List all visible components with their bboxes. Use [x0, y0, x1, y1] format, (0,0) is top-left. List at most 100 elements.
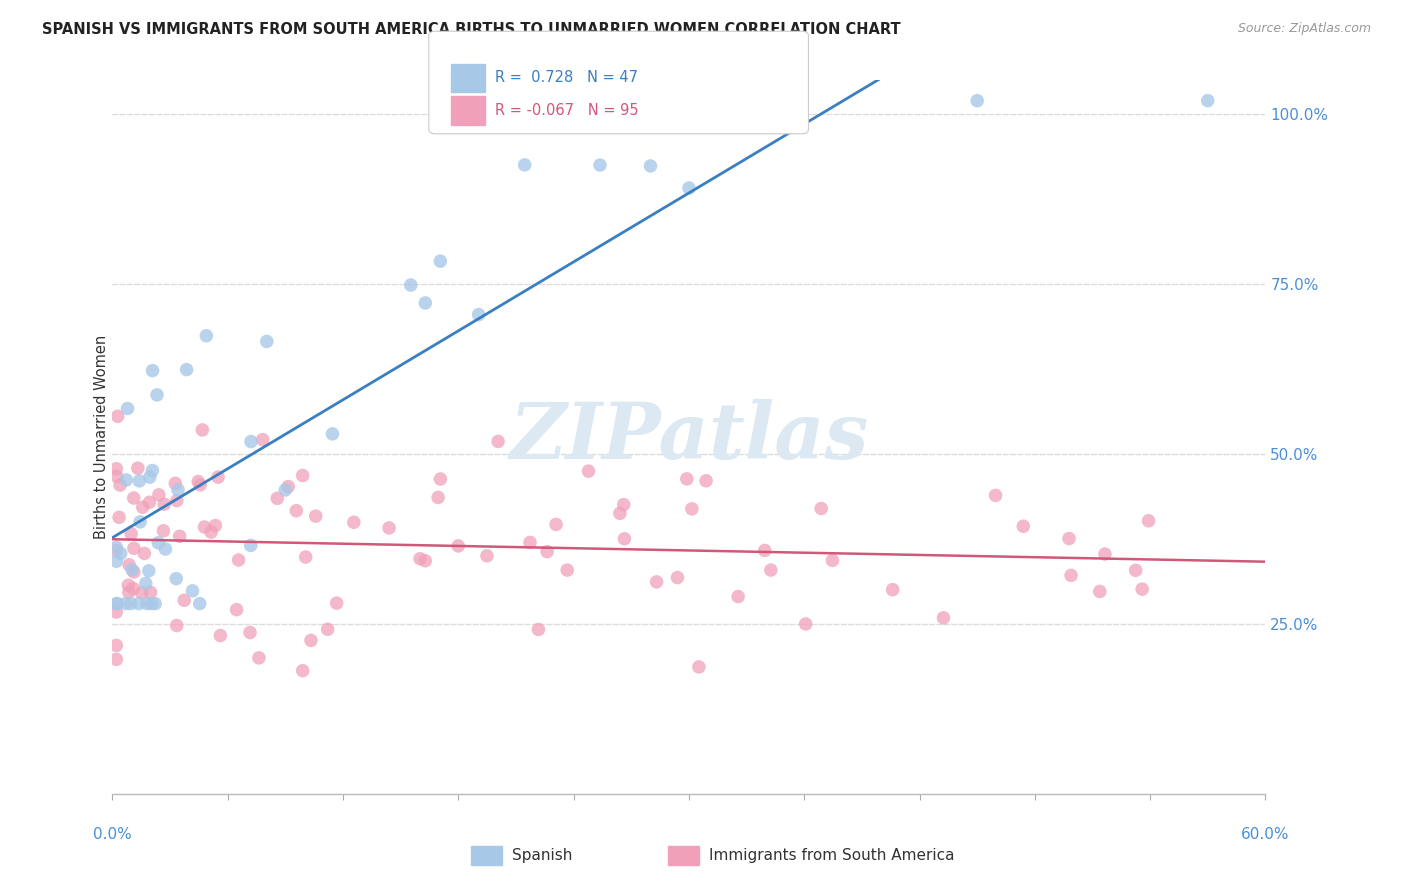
Point — [413, 296, 436, 310]
Point — [167, 483, 190, 497]
Point — [447, 539, 470, 553]
Point — [1088, 584, 1111, 599]
Point — [225, 602, 247, 616]
Point — [277, 479, 299, 493]
Point — [139, 470, 162, 484]
Point — [120, 597, 142, 611]
Point — [115, 473, 138, 487]
Point — [343, 515, 366, 529]
Point — [321, 426, 343, 441]
Point — [291, 664, 314, 678]
Point — [188, 597, 211, 611]
Point — [181, 583, 204, 598]
Point — [821, 553, 844, 567]
Point — [105, 541, 128, 555]
Point — [114, 597, 136, 611]
Point — [239, 625, 262, 640]
Point — [544, 517, 567, 532]
Point — [129, 515, 152, 529]
Point — [695, 474, 717, 488]
Point — [688, 660, 710, 674]
Point — [1012, 519, 1035, 533]
Point — [207, 470, 229, 484]
Point — [429, 254, 451, 268]
Point — [486, 434, 509, 449]
Point — [128, 597, 150, 611]
Point — [128, 474, 150, 488]
Point — [429, 472, 451, 486]
Point — [135, 576, 157, 591]
Point — [169, 529, 191, 543]
Text: R = -0.067   N = 95: R = -0.067 N = 95 — [495, 103, 638, 118]
Text: R =  0.728   N = 47: R = 0.728 N = 47 — [495, 70, 638, 86]
Point — [142, 363, 165, 377]
Point — [616, 94, 638, 108]
Point — [754, 543, 776, 558]
Point — [148, 488, 170, 502]
Point — [122, 491, 145, 505]
Point — [117, 578, 139, 592]
Text: SPANISH VS IMMIGRANTS FROM SOUTH AMERICA BIRTHS TO UNMARRIED WOMEN CORRELATION C: SPANISH VS IMMIGRANTS FROM SOUTH AMERICA… — [42, 22, 901, 37]
Point — [640, 159, 662, 173]
Point — [105, 469, 128, 483]
Point — [118, 558, 141, 572]
Point — [305, 509, 328, 524]
Point — [105, 461, 128, 475]
Point — [794, 617, 817, 632]
Text: Spanish: Spanish — [512, 848, 572, 863]
Point — [291, 468, 314, 483]
Point — [1137, 514, 1160, 528]
Point — [105, 605, 128, 619]
Point — [193, 520, 215, 534]
Point — [299, 633, 322, 648]
Point — [613, 532, 636, 546]
Point — [527, 623, 550, 637]
Point — [105, 554, 128, 568]
Point — [166, 618, 188, 632]
Point — [105, 639, 128, 653]
Point — [228, 553, 250, 567]
Point — [589, 158, 612, 172]
Point — [209, 628, 232, 642]
Point — [141, 463, 163, 477]
Point — [155, 541, 177, 556]
Point — [120, 526, 142, 541]
Point — [678, 181, 700, 195]
Point — [134, 546, 156, 560]
Text: 0.0%: 0.0% — [93, 827, 132, 841]
Point — [681, 501, 703, 516]
Point — [675, 472, 697, 486]
Point — [165, 476, 187, 491]
Point — [536, 544, 558, 558]
Point — [613, 498, 636, 512]
Point — [932, 611, 955, 625]
Point — [467, 308, 489, 322]
Point — [1130, 582, 1153, 596]
Point — [122, 565, 145, 579]
Point — [810, 501, 832, 516]
Point — [294, 549, 316, 564]
Y-axis label: Births to Unmarried Women: Births to Unmarried Women — [94, 335, 108, 539]
Point — [399, 278, 422, 293]
Text: Source: ZipAtlas.com: Source: ZipAtlas.com — [1237, 22, 1371, 36]
Point — [165, 572, 187, 586]
Text: 60.0%: 60.0% — [1241, 827, 1289, 841]
Point — [173, 593, 195, 607]
Point — [153, 497, 176, 511]
Text: ZIPatlas: ZIPatlas — [509, 399, 869, 475]
Point — [139, 585, 162, 599]
Point — [152, 524, 174, 538]
Point — [110, 547, 132, 561]
Point — [122, 582, 145, 596]
Point — [200, 524, 222, 539]
Point — [1197, 94, 1219, 108]
Point — [143, 597, 166, 611]
Point — [609, 507, 631, 521]
Point — [966, 94, 988, 108]
Point — [117, 401, 139, 416]
Point — [146, 388, 169, 402]
Point — [105, 597, 128, 611]
Point — [105, 652, 128, 666]
Point — [274, 483, 297, 497]
Point — [427, 491, 450, 505]
